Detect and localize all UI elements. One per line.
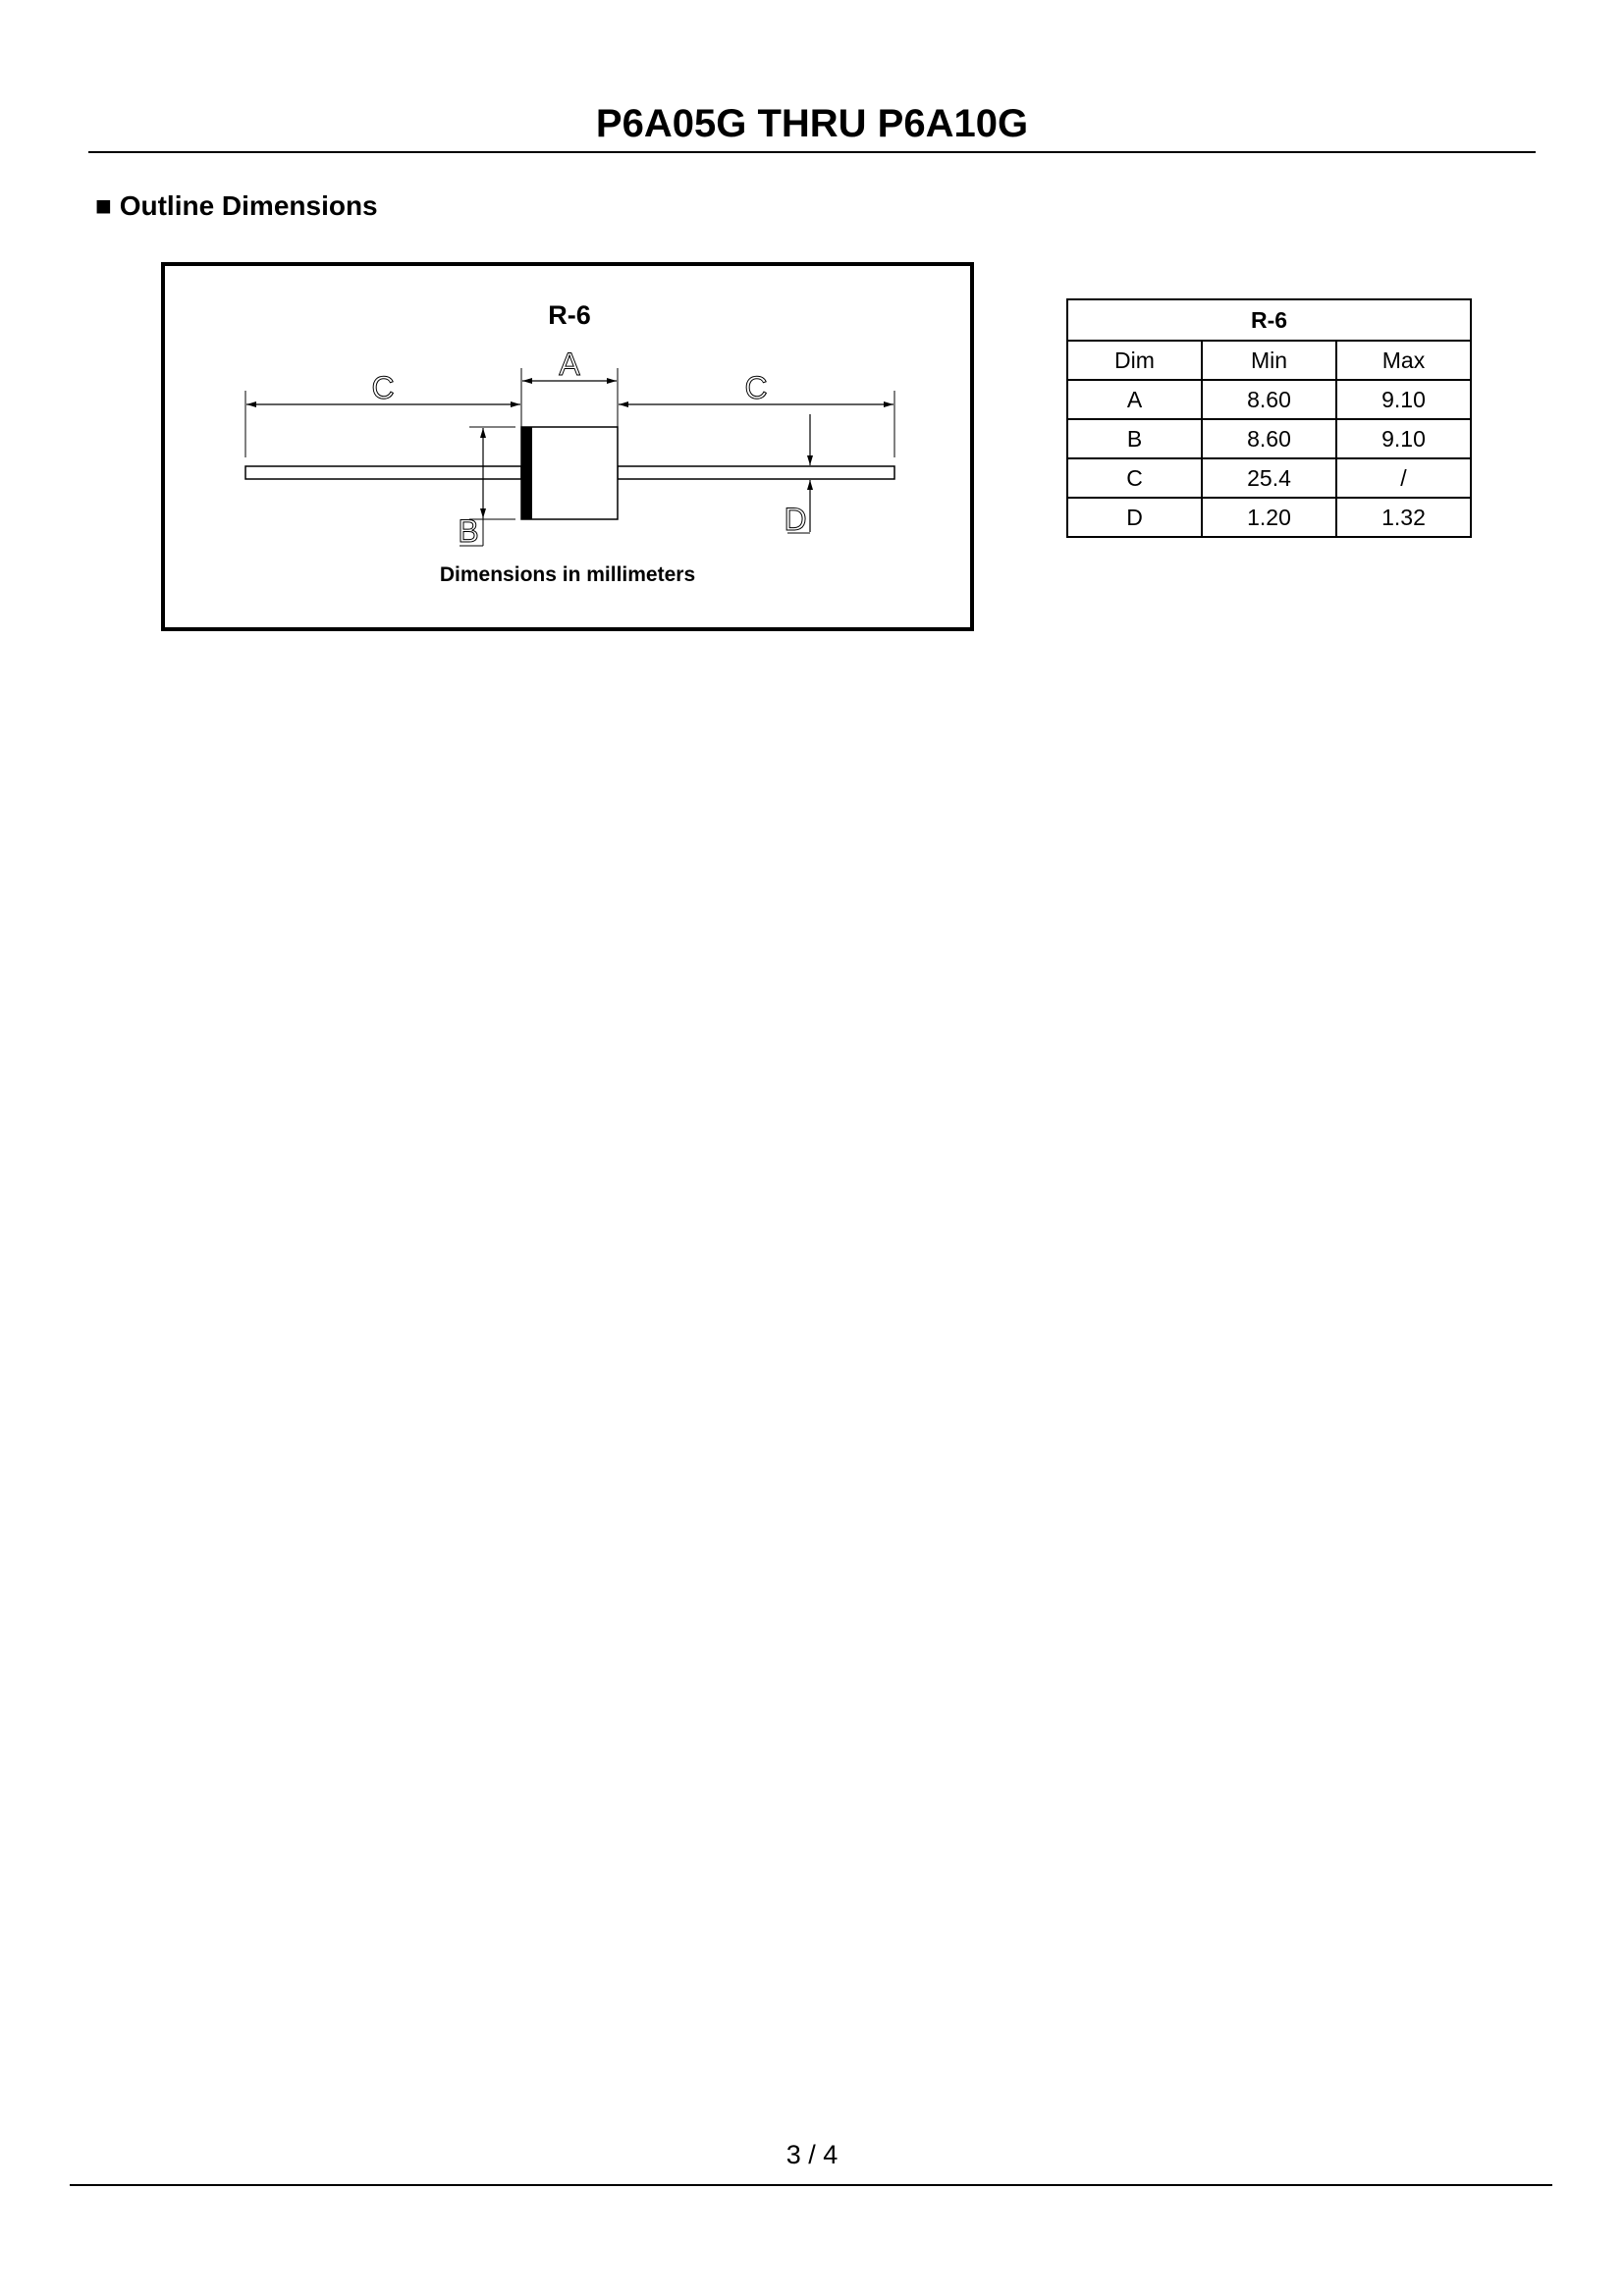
left-lead <box>244 465 522 480</box>
header-divider <box>88 151 1536 153</box>
table-cell: 8.60 <box>1201 418 1337 459</box>
table-row: C 25.4 / <box>1066 457 1472 499</box>
column-header: Max <box>1335 340 1472 381</box>
table-cell: / <box>1335 457 1472 499</box>
table-cell: 25.4 <box>1201 457 1337 499</box>
page-number: 3 / 4 <box>785 2140 839 2169</box>
table-row: B 8.60 9.10 <box>1066 418 1472 459</box>
outline-diagram: R-6 C C A B D Dimensions in millimeters <box>161 262 974 631</box>
footer-divider <box>70 2184 1552 2186</box>
column-header: Dim <box>1066 340 1203 381</box>
table-row: D 1.20 1.32 <box>1066 497 1472 538</box>
page-title: P6A05G THRU P6A10G <box>595 102 1029 145</box>
table-cell: D <box>1066 497 1203 538</box>
table-cell: 1.20 <box>1201 497 1337 538</box>
label-c-right: C <box>744 370 767 405</box>
table-cell: B <box>1066 418 1203 459</box>
table-cell: C <box>1066 457 1203 499</box>
label-d: D <box>784 502 806 537</box>
section-heading: ■ Outline Dimensions <box>95 190 378 222</box>
diagram-caption: Dimensions in millimeters <box>440 563 695 586</box>
column-header: Min <box>1201 340 1337 381</box>
table-cell: A <box>1066 379 1203 420</box>
right-lead <box>617 465 895 480</box>
diagram-frame <box>161 262 974 631</box>
diode-body <box>520 426 619 520</box>
label-c-left: C <box>371 370 394 405</box>
package-label: R-6 <box>548 300 591 330</box>
table-cell: 9.10 <box>1335 418 1472 459</box>
section-heading-text: Outline Dimensions <box>119 190 378 221</box>
table-row: A 8.60 9.10 <box>1066 379 1472 420</box>
table-title: R-6 <box>1066 298 1472 342</box>
label-a: A <box>559 347 580 382</box>
dimensions-table: R-6 Dim Min Max A 8.60 9.10 B 8.60 9.10 … <box>1066 298 1472 538</box>
cathode-band <box>521 427 532 519</box>
table-header-row: Dim Min Max <box>1066 340 1472 381</box>
table-cell: 8.60 <box>1201 379 1337 420</box>
table-cell: 9.10 <box>1335 379 1472 420</box>
bullet-icon: ■ <box>95 190 112 221</box>
table-cell: 1.32 <box>1335 497 1472 538</box>
label-b: B <box>458 513 478 549</box>
